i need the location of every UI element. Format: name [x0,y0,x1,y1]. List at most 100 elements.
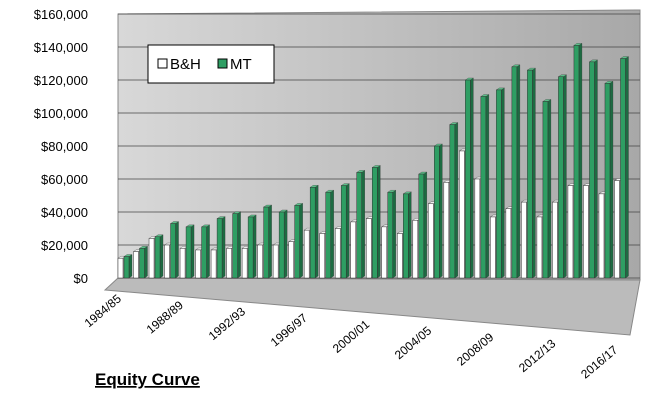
bar-side [284,209,288,279]
bar [428,203,434,279]
bar-side [377,165,381,279]
bar [465,79,471,279]
bar [216,218,223,279]
bar [371,167,378,279]
bar-group [356,170,366,279]
bar [598,193,605,279]
bar [365,218,372,279]
bar [356,172,362,279]
y-tick-label: $60,000 [41,172,88,187]
bar-group [604,81,614,279]
bar-side [361,170,365,279]
bar [288,241,294,279]
bar [558,76,564,279]
legend-swatch [217,58,228,69]
bar [263,206,269,279]
bar [123,256,130,279]
bar-side [144,246,148,279]
x-tick-label: 2016/17 [578,343,620,382]
bar [340,185,347,279]
bar [418,173,425,279]
bar-group [123,254,133,279]
bar-group [263,204,273,279]
bar [226,248,232,279]
bar [583,185,589,279]
bar-group [170,221,180,279]
bar [573,45,580,279]
x-tick-label: 1992/93 [206,304,248,343]
bar-side [578,43,583,279]
x-tick-label: 1984/85 [82,291,124,330]
bar [179,248,186,279]
bar [496,89,502,279]
bar [334,228,341,279]
bar [309,187,316,279]
bar-side [252,214,257,279]
bar-group [402,191,412,279]
x-tick-label: 2008/09 [454,330,496,369]
bar-side [237,211,241,279]
bar-group [232,211,242,279]
bar-side [330,189,334,279]
bar [474,178,481,279]
y-tick-label: $0 [74,271,88,286]
bar [257,244,263,279]
bar-side [299,203,303,279]
bar-side [594,59,598,279]
bar-side [454,122,458,279]
bar [117,257,124,279]
bar [139,248,145,279]
y-tick-label: $120,000 [34,73,88,88]
bar-side [423,171,427,279]
bar [164,244,170,279]
floor [103,277,641,336]
bar-group [216,216,226,279]
x-tick-label: 2004/05 [392,323,434,362]
bar-group [387,189,397,279]
bar-group [433,143,443,279]
y-tick-label: $20,000 [41,238,88,253]
bar-side [408,191,412,279]
bar-group [511,64,521,279]
bar-group [154,234,164,279]
bar-group [201,224,211,279]
bar [350,221,356,279]
bar [536,216,543,279]
bar [397,233,403,279]
bar [511,66,518,279]
bar [490,216,496,279]
bar-side [439,143,443,279]
legend-label: MT [230,56,252,73]
bar [387,191,394,279]
bar [443,182,450,279]
bar-group [185,224,195,279]
y-tick-label: $100,000 [34,106,88,121]
bar-group [371,165,381,279]
bar-side [501,87,505,279]
legend-label: B&H [170,56,201,73]
bar-side [563,74,567,279]
bar-group [325,189,335,279]
bar [589,61,595,279]
y-tick-label: $160,000 [34,7,88,22]
bar [403,193,409,279]
bar-group [573,43,583,279]
bar-side [206,224,210,279]
bar [521,201,527,279]
bar [201,226,207,279]
bar [434,145,440,279]
bar-side [547,99,552,279]
bar [210,249,217,279]
bar [319,233,325,279]
bar-side [392,189,396,279]
bar-side [609,81,614,279]
x-tick-label: 1996/97 [268,311,310,350]
bar-group [139,246,149,279]
bar-group [309,184,319,279]
bar-group [619,56,629,279]
bar [527,69,533,279]
bar [303,229,310,279]
bar-side [470,77,474,279]
y-tick-label: $40,000 [41,205,88,220]
bar [449,124,456,279]
